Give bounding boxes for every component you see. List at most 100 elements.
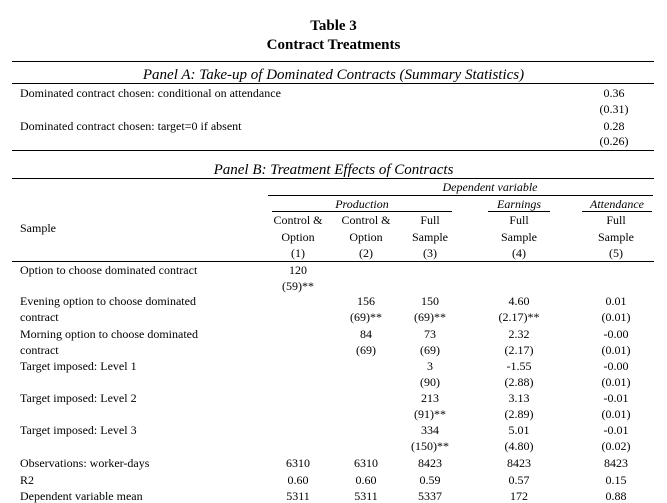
panel-a-row-label: Dominated contract chosen: conditional o… — [20, 86, 281, 100]
coef-cell: 213 — [421, 391, 439, 405]
col-header-number: (5) — [609, 246, 623, 260]
coef-cell: 5.01 — [508, 423, 530, 437]
se-cell: (69) — [356, 343, 376, 357]
row-label: Target imposed: Level 1 — [20, 359, 137, 373]
panel-a-row-value: 0.36 — [603, 86, 625, 100]
col-header-line2: Sample — [501, 230, 537, 244]
stat-cell: 6310 — [354, 456, 378, 470]
stat-label: Observations: worker-days — [20, 456, 150, 470]
stat-cell: 8423 — [507, 456, 531, 470]
panel-a-bottom-rule — [12, 150, 654, 151]
stat-cell: 0.15 — [605, 473, 627, 487]
coef-cell: 150 — [421, 294, 439, 308]
coef-cell: 0.01 — [605, 294, 627, 308]
stat-cell: 8423 — [604, 456, 628, 470]
se-cell: (59)** — [282, 279, 314, 293]
table-title: Table 3 — [310, 18, 357, 34]
row-label-cont: contract — [20, 310, 59, 324]
col-header-number: (2) — [359, 246, 373, 260]
col-header-line2: Option — [349, 230, 383, 244]
se-cell: (0.01) — [601, 407, 631, 421]
row-label-cont: contract — [20, 343, 59, 357]
coef-cell: 73 — [424, 327, 436, 341]
stat-cell: 6310 — [286, 456, 310, 470]
se-cell: (2.17) — [504, 343, 534, 357]
table-subtitle: Contract Treatments — [266, 37, 401, 53]
group-header-attendance: Attendance — [590, 197, 644, 211]
stat-label: R2 — [20, 473, 35, 487]
row-label: Target imposed: Level 2 — [20, 391, 137, 405]
se-cell: (4.80) — [504, 439, 534, 453]
top-rule — [12, 61, 654, 62]
stat-cell: 0.59 — [419, 473, 441, 487]
coef-cell: 156 — [357, 294, 375, 308]
coef-cell: -0.01 — [603, 391, 629, 405]
group-header-production: Production — [335, 197, 389, 211]
panel-a-row-value: 0.28 — [603, 119, 625, 133]
panel-a-row-label: Dominated contract chosen: target=0 if a… — [20, 119, 242, 133]
sample-label: Sample — [20, 221, 56, 235]
group-header-earnings: Earnings — [496, 197, 541, 211]
coef-cell: 3.13 — [508, 391, 530, 405]
col-header-line2: Sample — [412, 230, 448, 244]
panel-a-title: Panel A: Take-up of Dominated Contracts … — [142, 67, 525, 83]
row-label: Morning option to choose dominated — [20, 327, 198, 341]
col-header-number: (3) — [423, 246, 437, 260]
se-cell: (150)** — [411, 439, 449, 453]
col-header-line1: Full — [606, 213, 626, 227]
coef-cell: -1.55 — [506, 359, 532, 373]
stat-cell: 5311 — [286, 489, 310, 503]
se-cell: (0.01) — [601, 375, 631, 389]
se-cell: (2.17)** — [498, 310, 540, 324]
stat-cell: 0.60 — [355, 473, 377, 487]
stat-label: Dependent variable mean — [20, 489, 143, 503]
coef-cell: -0.01 — [603, 423, 629, 437]
header-rule — [12, 261, 654, 262]
col-header-line2: Option — [281, 230, 315, 244]
panel-b-rule — [12, 178, 654, 179]
col-header-line2: Sample — [598, 230, 634, 244]
se-cell: (0.01) — [601, 343, 631, 357]
col-header-line1: Full — [420, 213, 440, 227]
col-header-number: (1) — [291, 246, 305, 260]
row-label: Target imposed: Level 3 — [20, 423, 137, 437]
coef-cell: 84 — [360, 327, 372, 341]
col-header-line1: Control & — [341, 213, 391, 227]
stat-cell: 8423 — [418, 456, 442, 470]
se-cell: (90) — [420, 375, 440, 389]
group-rule-earnings — [488, 211, 550, 212]
stat-cell: 0.60 — [287, 473, 309, 487]
panel-b-title: Panel B: Treatment Effects of Contracts — [213, 162, 454, 178]
group-rule-attendance — [582, 211, 652, 212]
coef-cell: -0.00 — [603, 327, 629, 341]
coef-cell: 2.32 — [508, 327, 530, 341]
se-cell: (91)** — [414, 407, 446, 421]
stat-cell: 172 — [510, 489, 528, 503]
coef-cell: -0.00 — [603, 359, 629, 373]
se-cell: (0.01) — [601, 310, 631, 324]
se-cell: (69) — [420, 343, 440, 357]
stat-cell: 0.88 — [605, 489, 627, 503]
col-header-line1: Control & — [273, 213, 323, 227]
dep-var-rule — [268, 195, 653, 196]
panel-a-row-se: (0.26) — [599, 134, 629, 148]
coef-cell: 120 — [289, 263, 307, 277]
stat-cell: 5311 — [354, 489, 378, 503]
se-cell: (69)** — [350, 310, 382, 324]
dependent-variable-header: Dependent variable — [442, 180, 538, 194]
se-cell: (2.88) — [504, 375, 534, 389]
row-label: Evening option to choose dominated — [20, 294, 196, 308]
row-label: Option to choose dominated contract — [20, 263, 198, 277]
panel-a-rule — [12, 83, 654, 84]
group-rule-production — [272, 211, 452, 212]
panel-a-row-se: (0.31) — [599, 102, 629, 116]
col-header-number: (4) — [512, 246, 526, 260]
col-header-line1: Full — [509, 213, 529, 227]
stat-cell: 0.57 — [508, 473, 530, 487]
coef-cell: 4.60 — [508, 294, 530, 308]
coef-cell: 3 — [427, 359, 433, 373]
stat-cell: 5337 — [418, 489, 442, 503]
coef-cell: 334 — [421, 423, 439, 437]
se-cell: (2.89) — [504, 407, 534, 421]
se-cell: (69)** — [414, 310, 446, 324]
